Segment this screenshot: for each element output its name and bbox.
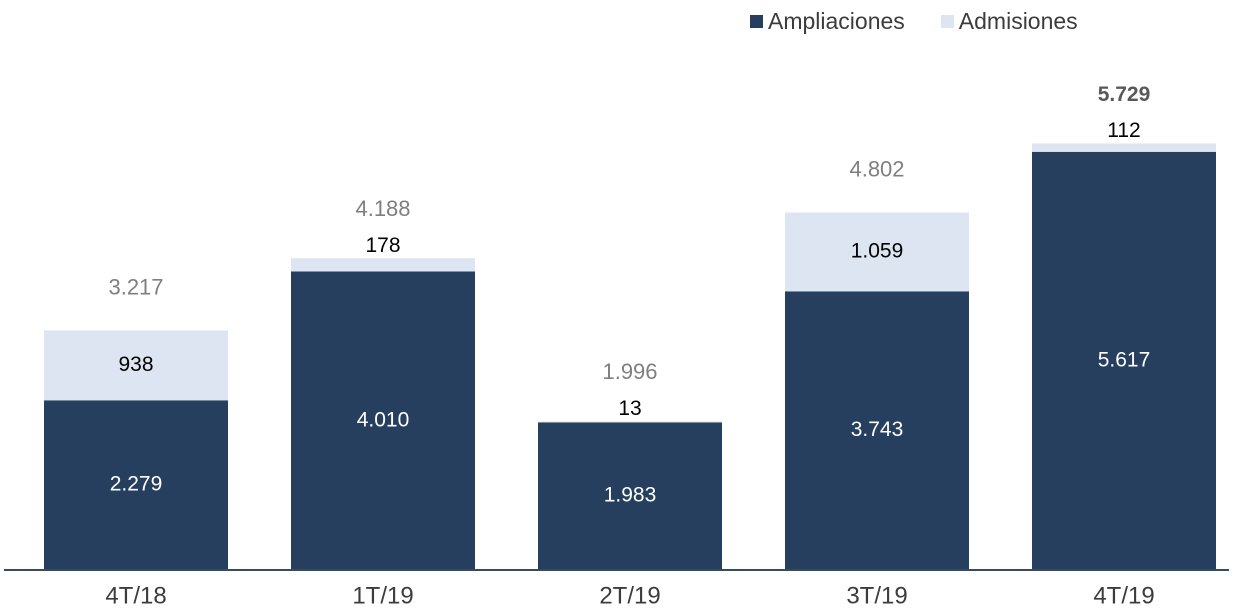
label-total-2: 1.996 <box>602 359 657 384</box>
label-admisiones-1: 178 <box>365 234 400 257</box>
label-ampliaciones-1: 4.010 <box>357 408 410 431</box>
label-total-3: 4.802 <box>849 156 904 181</box>
bar-ampliaciones-4 <box>1032 151 1216 571</box>
chart-legend: Ampliaciones Admisiones <box>750 8 1114 35</box>
x-tick-label-1: 1T/19 <box>352 582 413 609</box>
label-admisiones-2: 13 <box>618 397 641 420</box>
label-admisiones-3: 1.059 <box>851 239 904 262</box>
bar-ampliaciones-0 <box>44 400 228 570</box>
bar-admisiones-0 <box>44 330 228 401</box>
label-total-4: 5.729 <box>1098 83 1151 106</box>
label-admisiones-0: 938 <box>118 353 153 376</box>
x-tick-label-3: 3T/19 <box>846 582 907 609</box>
legend-swatch-ampliaciones <box>750 15 763 28</box>
bar-admisiones-2 <box>538 421 722 423</box>
legend-label-ampliaciones: Ampliaciones <box>768 8 905 34</box>
legend-swatch-admisiones <box>940 15 954 28</box>
label-admisiones-4: 112 <box>1107 119 1140 142</box>
legend-item-ampliaciones: Ampliaciones <box>750 8 905 35</box>
bar-ampliaciones-3 <box>785 291 969 570</box>
bar-admisiones-4 <box>1032 143 1216 152</box>
bar-admisiones-3 <box>785 212 969 292</box>
label-ampliaciones-0: 2.279 <box>110 473 163 496</box>
label-total-0: 3.217 <box>108 274 163 299</box>
x-tick-label-2: 2T/19 <box>599 582 660 609</box>
x-tick-label-0: 4T/18 <box>105 582 166 609</box>
legend-item-admisiones: Admisiones <box>940 8 1078 35</box>
x-tick-label-4: 4T/19 <box>1093 582 1154 609</box>
label-ampliaciones-3: 3.743 <box>851 418 904 441</box>
label-ampliaciones-4: 5.617 <box>1098 348 1151 371</box>
legend-label-admisiones: Admisiones <box>958 8 1078 34</box>
bar-ampliaciones-1 <box>291 271 475 570</box>
label-total-1: 4.188 <box>355 196 410 221</box>
bar-ampliaciones-2 <box>538 422 722 570</box>
label-ampliaciones-2: 1.983 <box>604 484 657 507</box>
bar-admisiones-1 <box>291 258 475 272</box>
